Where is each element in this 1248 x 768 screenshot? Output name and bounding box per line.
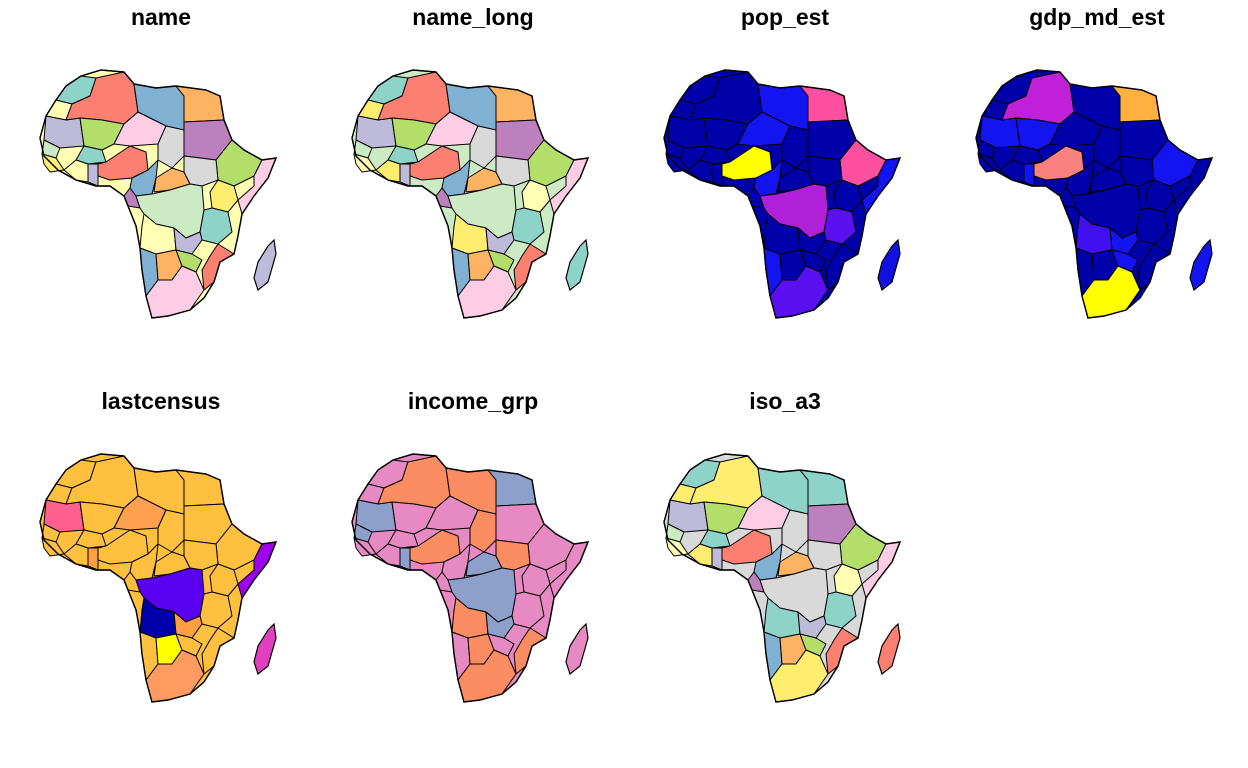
country-burkina	[699, 145, 731, 165]
coastline	[351, 453, 590, 703]
coastline	[39, 69, 278, 319]
country-gabon	[747, 187, 765, 209]
panel-title: name_long	[412, 4, 534, 30]
africa-map	[663, 69, 902, 319]
africa-map	[351, 69, 590, 319]
country-madagascar	[1189, 238, 1213, 292]
map-panel-income-grp: income_grp	[318, 384, 628, 764]
map-panel-pop-est: pop_est	[630, 0, 940, 380]
country-gabon	[1059, 187, 1077, 209]
country-gabon	[435, 187, 453, 209]
country-ghana	[399, 163, 411, 187]
panel-title: name	[130, 4, 192, 30]
map-panel-name: name	[6, 0, 316, 380]
country-zimbabwe	[175, 633, 203, 657]
country-ghana	[711, 163, 723, 187]
country-ghana	[399, 547, 411, 571]
country-ghana	[1023, 163, 1035, 187]
country-s-sudan	[495, 155, 531, 187]
country-gabon	[747, 571, 765, 593]
country-zimbabwe	[487, 633, 515, 657]
country-zimbabwe	[799, 249, 827, 273]
coastline	[351, 69, 590, 319]
country-guinea	[665, 153, 689, 173]
country-s-sudan	[1119, 155, 1155, 187]
panel-title: pop_est	[740, 4, 830, 30]
coastline	[975, 69, 1214, 319]
africa-map	[39, 453, 278, 703]
country-burkina	[1011, 145, 1043, 165]
country-gabon	[123, 187, 141, 209]
country-zimbabwe	[487, 249, 515, 273]
country-s-sudan	[183, 155, 219, 187]
country-madagascar	[565, 622, 589, 676]
country-s-sudan	[183, 539, 219, 571]
panel-title: gdp_md_est	[1029, 4, 1165, 30]
country-gabon	[435, 571, 453, 593]
panel-title: lastcensus	[101, 388, 221, 414]
country-zimbabwe	[1111, 249, 1139, 273]
coastline	[663, 453, 902, 703]
africa-map	[975, 69, 1214, 319]
country-madagascar	[253, 238, 277, 292]
africa-map	[39, 69, 278, 319]
africa-map	[663, 453, 902, 703]
country-madagascar	[877, 622, 901, 676]
country-guinea	[41, 153, 65, 173]
country-ghana	[87, 163, 99, 187]
country-gabon	[123, 571, 141, 593]
map-panel-name-long: name_long	[318, 0, 628, 380]
country-burkina	[75, 145, 107, 165]
country-ghana	[711, 547, 723, 571]
country-s-sudan	[807, 155, 843, 187]
africa-map	[351, 453, 590, 703]
country-zimbabwe	[799, 633, 827, 657]
country-madagascar	[565, 238, 589, 292]
country-burkina	[387, 145, 419, 165]
panel-title: iso_a3	[749, 388, 821, 414]
country-guinea	[353, 537, 377, 557]
coastline	[39, 453, 278, 703]
country-zimbabwe	[175, 249, 203, 273]
country-madagascar	[253, 622, 277, 676]
country-burkina	[699, 529, 731, 549]
country-ghana	[87, 547, 99, 571]
coastline	[663, 69, 902, 319]
country-guinea	[41, 537, 65, 557]
panel-title: income_grp	[407, 388, 539, 414]
country-guinea	[977, 153, 1001, 173]
map-panel-gdp-md-est: gdp_md_est	[942, 0, 1248, 380]
map-panel-iso-a3: iso_a3	[630, 384, 940, 764]
country-madagascar	[877, 238, 901, 292]
country-burkina	[387, 529, 419, 549]
country-s-sudan	[495, 539, 531, 571]
country-guinea	[353, 153, 377, 173]
country-burkina	[75, 529, 107, 549]
country-guinea	[665, 537, 689, 557]
country-s-sudan	[807, 539, 843, 571]
map-panel-lastcensus: lastcensus	[6, 384, 316, 764]
